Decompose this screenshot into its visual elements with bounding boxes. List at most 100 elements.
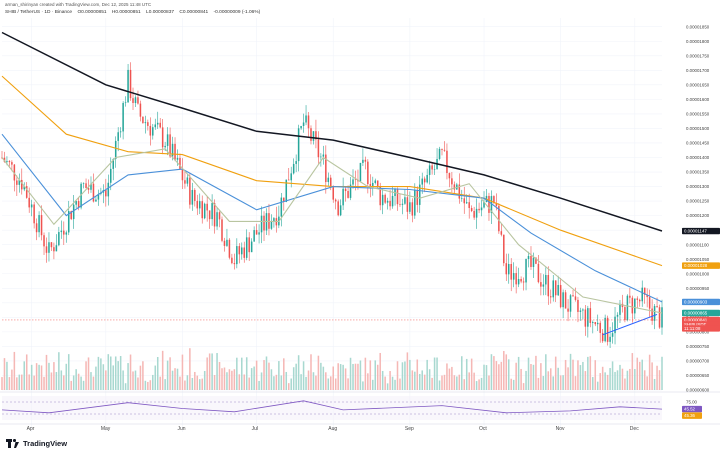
candle-body <box>384 194 386 203</box>
candle-body <box>112 159 115 169</box>
y-tick-label: 0.00000700 <box>686 359 710 364</box>
price-tag-label: 11:11:08 <box>684 326 701 331</box>
ma-50-line <box>1 133 663 303</box>
volume-bar <box>480 377 483 390</box>
volume-bar <box>149 380 152 390</box>
candle-body <box>201 201 203 219</box>
candle-body <box>498 205 500 232</box>
volume-bar <box>606 374 609 390</box>
candle-body <box>379 186 381 206</box>
candle-body <box>522 281 525 283</box>
price-tag-box <box>682 227 720 235</box>
candle-body <box>191 189 194 205</box>
y-tick-label: 0.00001050 <box>686 257 710 262</box>
volume-bar <box>525 370 527 390</box>
price-tag-box <box>682 262 720 269</box>
candle-body <box>287 179 290 181</box>
tradingview-brand[interactable]: TradingView <box>6 439 67 448</box>
candle-body <box>18 179 21 185</box>
candle-body <box>260 215 263 233</box>
volume-bar <box>520 368 522 390</box>
volume-bar <box>50 372 53 390</box>
volume-bar <box>231 370 233 390</box>
candle-body <box>45 246 48 253</box>
candle-body <box>127 69 129 103</box>
volume-bar <box>223 367 226 390</box>
candle-body <box>253 230 255 242</box>
candle-body <box>448 173 451 179</box>
volume-bar <box>109 356 112 390</box>
volume-bar <box>92 376 95 390</box>
candle-body <box>399 204 401 205</box>
price-tag-box <box>682 309 720 317</box>
volume-bar <box>33 375 35 390</box>
volume-bar <box>312 372 315 390</box>
volume-bar <box>376 364 379 390</box>
volume-bar <box>394 379 396 390</box>
volume-bar <box>421 370 423 390</box>
candle-body <box>631 297 634 314</box>
candle-body <box>596 322 599 325</box>
volume-bar <box>8 377 11 390</box>
price-tag-label: 0.00001147 <box>684 229 707 234</box>
y-tick-label: 0.00001700 <box>686 68 710 73</box>
volume-bar <box>114 356 117 390</box>
candle-body <box>465 202 468 204</box>
volume-bar <box>233 369 236 390</box>
candle-body <box>414 189 416 216</box>
volume-bar <box>475 381 478 390</box>
candle-body <box>564 292 567 309</box>
volume-bar <box>80 376 82 390</box>
volume-bar <box>651 362 653 390</box>
volume-bar <box>624 378 626 390</box>
y-tick-label: 0.00001750 <box>686 53 710 58</box>
volume-bar <box>11 369 13 390</box>
volume-bar <box>85 361 87 390</box>
volume-bar <box>485 365 488 390</box>
candle-body <box>567 308 569 312</box>
volume-bar <box>493 356 495 390</box>
volume-bar <box>55 372 58 390</box>
candle-body <box>641 287 643 302</box>
candle-body <box>468 202 470 209</box>
candle-body <box>577 299 579 312</box>
candle-body <box>184 180 186 184</box>
volume-bar <box>65 363 68 390</box>
volume-bar <box>557 367 559 390</box>
volume-bar <box>369 360 372 390</box>
volume-bar <box>592 377 594 390</box>
candle-body <box>423 178 426 183</box>
symbol-line[interactable]: SHIB / TetherUS · 1D · Binance <box>5 10 73 15</box>
volume-bar <box>423 374 426 390</box>
brand-name: TradingView <box>23 439 68 448</box>
support-trendline <box>602 313 658 336</box>
y-tick-label: 0.00000650 <box>686 373 710 378</box>
candle-body <box>270 221 273 229</box>
volume-bar <box>196 375 199 390</box>
candle-body <box>226 239 228 246</box>
volume-bar <box>554 356 557 390</box>
volume-bar <box>391 376 394 390</box>
candle-body <box>549 296 552 298</box>
candle-body <box>228 239 231 258</box>
volume-bar <box>139 365 142 390</box>
volume-bar <box>599 373 601 390</box>
volume-bar <box>470 358 473 390</box>
candle-body <box>196 200 199 209</box>
candle-body <box>636 298 639 300</box>
candle-body <box>33 204 35 224</box>
candle-body <box>250 241 253 253</box>
volume-bar <box>38 364 40 390</box>
candle-body <box>317 139 320 158</box>
volume-bar <box>446 363 448 390</box>
candle-body <box>263 215 265 231</box>
ohlc-low: L0.00000837 <box>146 10 175 15</box>
volume-bar <box>594 360 597 390</box>
volume-bar <box>280 375 283 390</box>
candle-body <box>648 297 651 309</box>
volume-bar <box>547 371 550 390</box>
volume-bar <box>211 353 213 390</box>
candle-body <box>372 182 374 188</box>
volume-bar <box>572 359 574 390</box>
